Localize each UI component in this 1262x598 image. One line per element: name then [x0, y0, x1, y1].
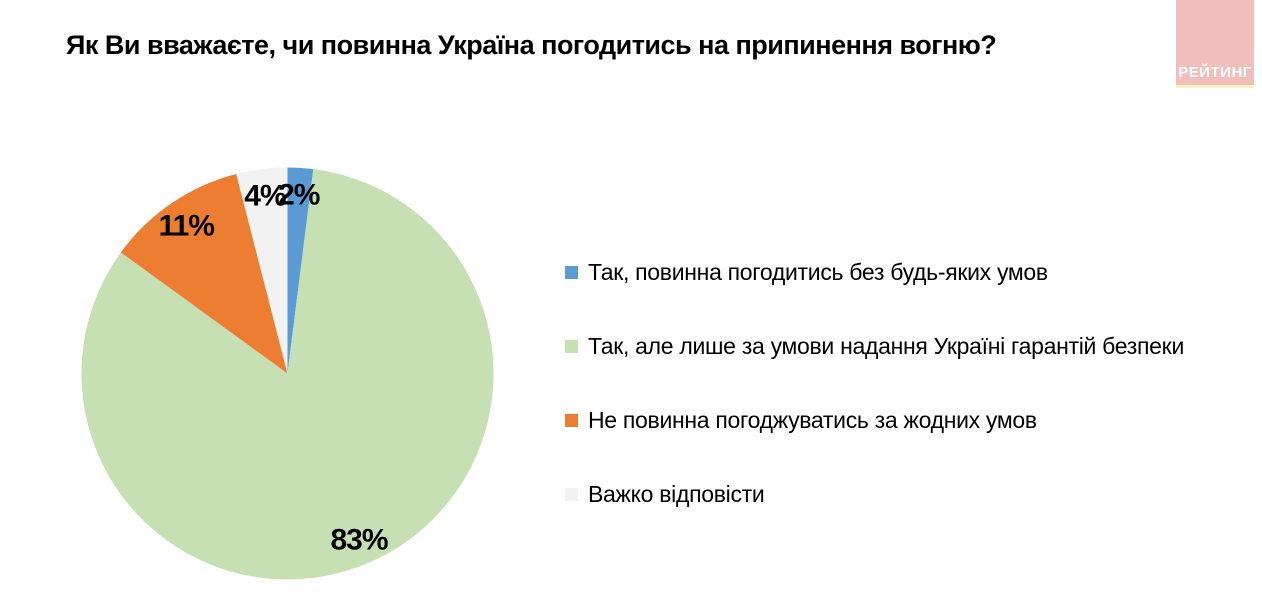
- legend-label: Так, повинна погодитись без будь-яких ум…: [588, 258, 1048, 285]
- rating-logo-underline: [1176, 85, 1254, 88]
- legend-item: Не повинна погоджуватись за жодних умов: [565, 403, 1184, 437]
- rating-logo: РЕЙТИНГ: [1176, 0, 1254, 88]
- legend-swatch-icon: [565, 487, 578, 501]
- legend-swatch-icon: [565, 339, 578, 353]
- legend-label: Так, але лише за умови надання Україні г…: [588, 332, 1184, 359]
- legend-item: Так, повинна погодитись без будь-яких ум…: [565, 255, 1184, 289]
- pie-slice-label: 2%: [278, 179, 320, 212]
- legend-swatch-icon: [565, 265, 578, 279]
- pie-slice: [81, 169, 494, 580]
- rating-logo-text: РЕЙТИНГ: [1178, 64, 1252, 81]
- pie-chart: 2% 83% 11% 4%: [81, 167, 494, 580]
- pie-slice-label: 4%: [244, 180, 286, 213]
- pie-slice-label: 83%: [330, 524, 387, 557]
- legend-item: Важко відповісти: [565, 477, 1184, 511]
- pie-slice: [287, 167, 314, 374]
- legend-swatch-icon: [565, 413, 578, 427]
- chart-legend: Так, повинна погодитись без будь-яких ум…: [565, 255, 1184, 551]
- pie-slice: [120, 173, 288, 374]
- legend-label: Важко відповісти: [588, 480, 765, 507]
- chart-title: Як Ви вважаєте, чи повинна Україна погод…: [66, 30, 997, 60]
- pie-slice-label: 11%: [159, 209, 215, 242]
- legend-label: Не повинна погоджуватись за жодних умов: [588, 406, 1037, 433]
- pie-slice: [236, 167, 288, 374]
- legend-item: Так, але лише за умови надання Україні г…: [565, 329, 1184, 363]
